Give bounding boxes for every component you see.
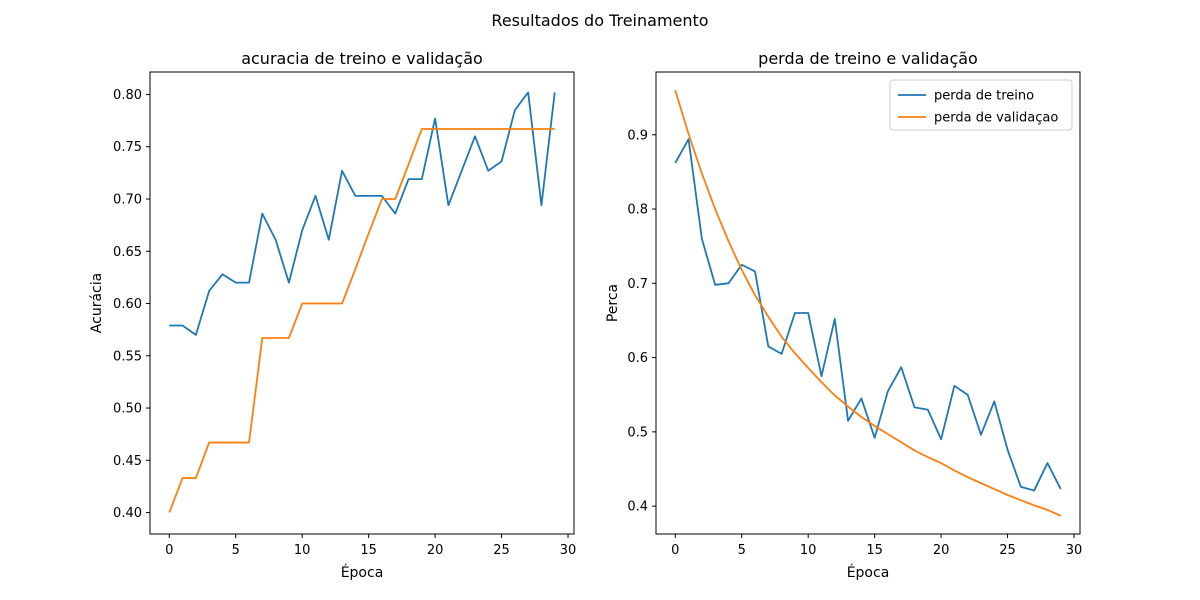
accuracy-x-tick-label: 15 — [360, 543, 377, 558]
figure-title: Resultados do Treinamento — [491, 11, 708, 30]
accuracy-x-tick-label: 30 — [560, 543, 577, 558]
loss-train-line — [674, 138, 1062, 492]
accuracy-panel: acuracia de treino e validação Época Acu… — [89, 49, 576, 581]
loss-x-axis-label: Época — [847, 564, 890, 581]
loss-x-tick-label: 15 — [866, 543, 883, 558]
loss-y-axis-label: Perca — [605, 284, 621, 322]
accuracy-y-axis-label: Acurácia — [89, 273, 105, 333]
accuracy-x-tick-label: 5 — [232, 543, 240, 558]
loss-y-tick-label: 0.4 — [627, 500, 648, 515]
accuracy-axes-frame — [149, 71, 575, 535]
accuracy-plot-area: 0 5 10 15 20 25 30 0.40 0.45 0.50 0.55 0.60 0.65 0.70… — [113, 71, 577, 558]
loss-x-tick-label: 20 — [933, 543, 950, 558]
loss-y-tick-label: 0.5 — [627, 425, 648, 440]
accuracy-y-tick-label: 0.50 — [113, 402, 142, 417]
legend-train-label: perda de treino — [934, 89, 1034, 104]
accuracy-chart-title: acuracia de treino e validação — [241, 49, 483, 68]
loss-chart-title: perda de treino e validação — [758, 49, 978, 68]
accuracy-x-tick-label: 10 — [294, 543, 311, 558]
accuracy-y-tick-label: 0.55 — [113, 349, 142, 364]
loss-x-tick-label: 25 — [999, 543, 1016, 558]
loss-y-tick-label: 0.8 — [627, 203, 648, 218]
loss-legend: perda de treino perda de validaçao — [889, 79, 1073, 131]
loss-y-tick-label: 0.9 — [627, 128, 648, 143]
accuracy-y-tick-label: 0.40 — [113, 506, 142, 521]
accuracy-x-tick-label: 0 — [165, 543, 173, 558]
accuracy-val-line — [168, 128, 555, 513]
loss-panel: perda de treino e validação Época Perca … — [605, 49, 1082, 581]
accuracy-x-axis-label: Época — [341, 564, 384, 581]
loss-legend-box — [889, 79, 1073, 131]
loss-x-tick-label: 5 — [738, 543, 746, 558]
loss-x-tick-label: 0 — [671, 543, 679, 558]
loss-x-tick-label: 10 — [800, 543, 817, 558]
loss-val-line — [674, 89, 1062, 517]
accuracy-y-tick-label: 0.45 — [113, 454, 142, 469]
loss-y-tick-label: 0.6 — [627, 351, 648, 366]
accuracy-y-tick-label: 0.60 — [113, 297, 142, 312]
accuracy-y-tick-label: 0.80 — [113, 88, 142, 103]
loss-y-tick-label: 0.7 — [627, 277, 648, 292]
accuracy-x-tick-label: 25 — [493, 543, 510, 558]
loss-x-tick-label: 30 — [1066, 543, 1083, 558]
accuracy-y-tick-label: 0.65 — [113, 245, 142, 260]
accuracy-train-line — [169, 91, 556, 336]
accuracy-x-tick-label: 20 — [427, 543, 444, 558]
loss-axes-frame — [655, 71, 1081, 535]
accuracy-y-tick-label: 0.70 — [113, 192, 142, 207]
loss-plot-area: 0 5 10 15 20 25 30 0.4 0.5 0.6 0.7 0.8 0.9 perda de t… — [627, 71, 1083, 558]
legend-val-label: perda de validaçao — [934, 111, 1058, 126]
accuracy-y-tick-label: 0.75 — [113, 140, 142, 155]
